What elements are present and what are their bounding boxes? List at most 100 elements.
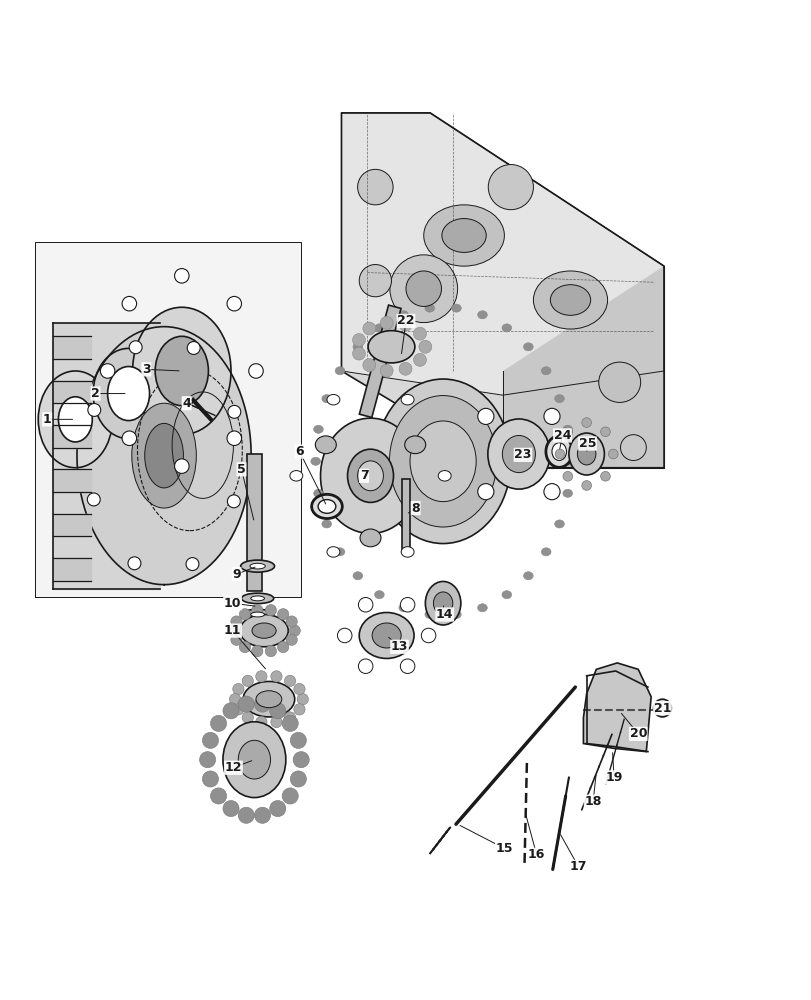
Text: 4: 4	[182, 397, 191, 410]
Circle shape	[477, 408, 493, 424]
Polygon shape	[247, 454, 261, 591]
Ellipse shape	[501, 591, 511, 599]
Circle shape	[363, 322, 375, 335]
Ellipse shape	[425, 581, 461, 625]
Text: 9: 9	[232, 568, 241, 581]
Circle shape	[289, 625, 300, 636]
Circle shape	[230, 616, 242, 627]
Circle shape	[269, 800, 285, 817]
Ellipse shape	[569, 433, 603, 475]
Circle shape	[239, 609, 251, 620]
Ellipse shape	[477, 311, 487, 319]
Ellipse shape	[242, 681, 294, 717]
Circle shape	[227, 296, 241, 311]
Circle shape	[297, 694, 308, 705]
Polygon shape	[502, 266, 663, 468]
Text: 14: 14	[436, 608, 453, 621]
Circle shape	[277, 609, 289, 620]
Polygon shape	[53, 336, 92, 359]
Circle shape	[400, 659, 414, 673]
Circle shape	[255, 716, 267, 728]
Ellipse shape	[335, 548, 345, 556]
Ellipse shape	[240, 560, 274, 572]
Ellipse shape	[550, 285, 590, 315]
Ellipse shape	[290, 471, 303, 481]
Ellipse shape	[311, 494, 342, 519]
Ellipse shape	[241, 609, 273, 620]
Ellipse shape	[541, 548, 551, 556]
Ellipse shape	[523, 343, 533, 351]
Text: 25: 25	[578, 437, 595, 450]
Circle shape	[380, 364, 393, 377]
Circle shape	[555, 449, 564, 459]
Circle shape	[389, 255, 457, 323]
Circle shape	[254, 807, 270, 823]
Circle shape	[88, 404, 101, 416]
Ellipse shape	[358, 612, 414, 658]
Polygon shape	[53, 323, 160, 589]
Ellipse shape	[313, 425, 323, 433]
Ellipse shape	[255, 691, 281, 708]
Ellipse shape	[375, 379, 510, 544]
Text: 11: 11	[224, 624, 241, 637]
Ellipse shape	[545, 436, 572, 467]
Circle shape	[352, 347, 365, 360]
Circle shape	[248, 364, 263, 378]
Ellipse shape	[238, 740, 270, 779]
Ellipse shape	[327, 547, 340, 557]
Ellipse shape	[501, 324, 511, 332]
Ellipse shape	[401, 547, 414, 557]
Text: 8: 8	[411, 502, 419, 515]
Circle shape	[358, 597, 372, 612]
Ellipse shape	[533, 271, 607, 329]
Circle shape	[352, 334, 365, 346]
Ellipse shape	[477, 604, 487, 612]
Circle shape	[238, 807, 254, 823]
Ellipse shape	[241, 593, 273, 604]
Circle shape	[400, 597, 414, 612]
Circle shape	[562, 427, 572, 437]
Ellipse shape	[424, 610, 434, 619]
Circle shape	[200, 752, 216, 768]
Circle shape	[277, 641, 289, 653]
Ellipse shape	[577, 443, 595, 465]
Ellipse shape	[554, 395, 564, 403]
Ellipse shape	[374, 591, 384, 599]
Ellipse shape	[398, 604, 408, 612]
Ellipse shape	[487, 419, 549, 489]
Circle shape	[128, 557, 141, 570]
Text: 10: 10	[224, 597, 241, 610]
Ellipse shape	[132, 307, 230, 435]
Ellipse shape	[58, 397, 92, 442]
Circle shape	[337, 628, 351, 643]
Circle shape	[290, 732, 306, 748]
Circle shape	[270, 716, 281, 728]
Text: 19: 19	[605, 771, 622, 784]
Circle shape	[210, 788, 226, 804]
Circle shape	[101, 364, 114, 378]
Ellipse shape	[335, 367, 345, 375]
Circle shape	[227, 495, 240, 508]
Circle shape	[242, 675, 253, 687]
Text: 16: 16	[527, 848, 545, 861]
Circle shape	[186, 558, 199, 571]
Circle shape	[600, 427, 610, 437]
Ellipse shape	[410, 421, 475, 502]
Ellipse shape	[251, 612, 264, 617]
Text: 21: 21	[653, 702, 671, 715]
Circle shape	[284, 712, 295, 723]
Ellipse shape	[371, 623, 401, 648]
Circle shape	[600, 471, 610, 481]
Text: 5: 5	[237, 463, 246, 476]
Circle shape	[358, 265, 391, 297]
Circle shape	[229, 694, 240, 705]
Circle shape	[285, 616, 297, 627]
Ellipse shape	[541, 367, 551, 375]
Text: 2: 2	[91, 387, 100, 400]
Polygon shape	[53, 425, 92, 448]
Polygon shape	[53, 381, 92, 403]
Circle shape	[281, 715, 298, 731]
Ellipse shape	[239, 615, 288, 647]
Circle shape	[122, 431, 136, 446]
Circle shape	[227, 431, 241, 446]
